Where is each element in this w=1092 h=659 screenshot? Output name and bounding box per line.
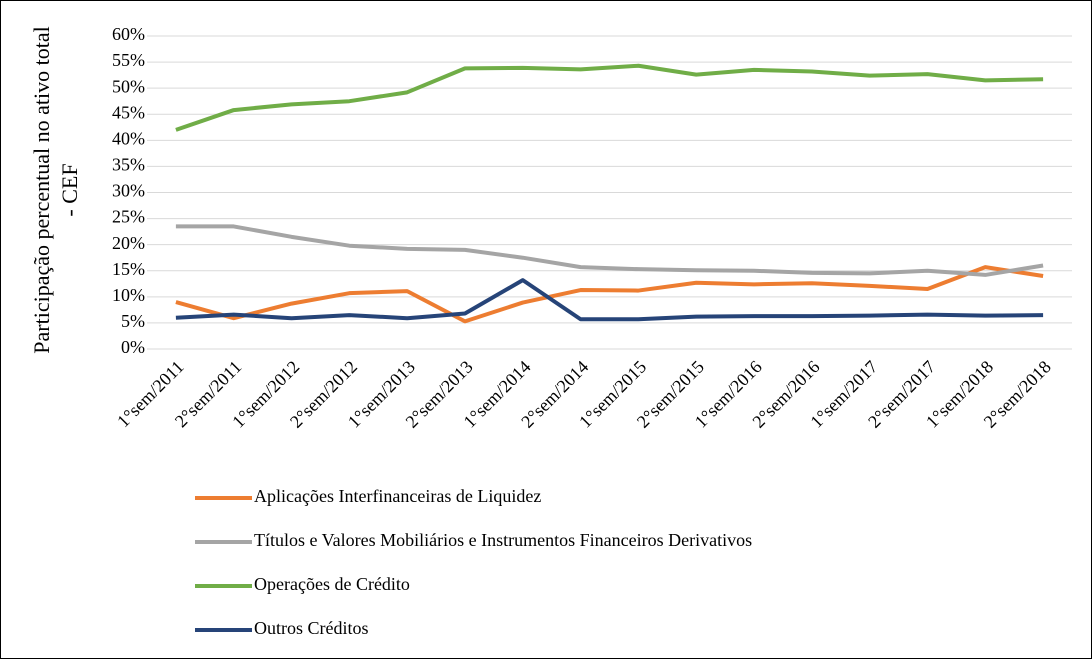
y-tick-label: 40% <box>112 128 145 148</box>
series-line <box>175 224 1044 277</box>
y-tick-label: 30% <box>112 181 145 201</box>
series-line <box>175 265 1044 324</box>
legend-label: Outros Créditos <box>254 618 369 638</box>
series-line <box>175 278 1044 322</box>
y-tick-label: 35% <box>112 155 145 175</box>
y-tick-label: 5% <box>121 311 145 331</box>
y-tick-label: 55% <box>112 50 145 70</box>
series-line <box>175 63 1044 132</box>
y-tick-label: 45% <box>112 102 145 122</box>
legend-label: Títulos e Valores Mobiliários e Instrume… <box>254 530 752 550</box>
y-tick-label: 60% <box>112 24 145 44</box>
y-tick-label: 10% <box>112 285 145 305</box>
y-axis-label: Participação percentual no ativo total <box>29 26 54 353</box>
y-tick-label: 25% <box>112 207 145 227</box>
y-axis-label: - CEF <box>57 163 82 216</box>
legend-label: Aplicações Interfinanceiras de Liquidez <box>254 486 541 506</box>
legend-label: Operações de Crédito <box>254 574 410 594</box>
y-tick-label: 0% <box>121 337 145 357</box>
y-tick-label: 20% <box>112 233 145 253</box>
y-tick-label: 50% <box>112 76 145 96</box>
y-tick-label: 15% <box>112 259 145 279</box>
